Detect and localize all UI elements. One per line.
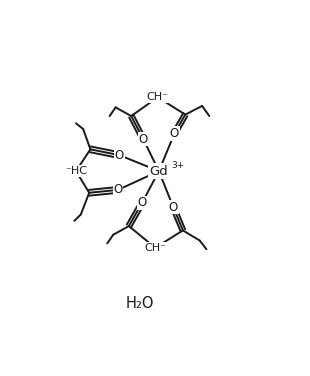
Text: H₂O: H₂O bbox=[126, 296, 154, 311]
Text: O: O bbox=[169, 201, 178, 214]
Text: CH⁻: CH⁻ bbox=[144, 243, 166, 253]
Text: 3+: 3+ bbox=[171, 161, 185, 170]
Text: O: O bbox=[115, 149, 124, 162]
Text: O: O bbox=[170, 127, 179, 140]
Text: CH⁻: CH⁻ bbox=[147, 92, 169, 102]
Text: Gd: Gd bbox=[149, 165, 168, 177]
Text: ⁻HC: ⁻HC bbox=[65, 166, 87, 176]
Text: O: O bbox=[137, 196, 147, 209]
Text: O: O bbox=[113, 183, 123, 196]
Text: O: O bbox=[139, 133, 148, 146]
